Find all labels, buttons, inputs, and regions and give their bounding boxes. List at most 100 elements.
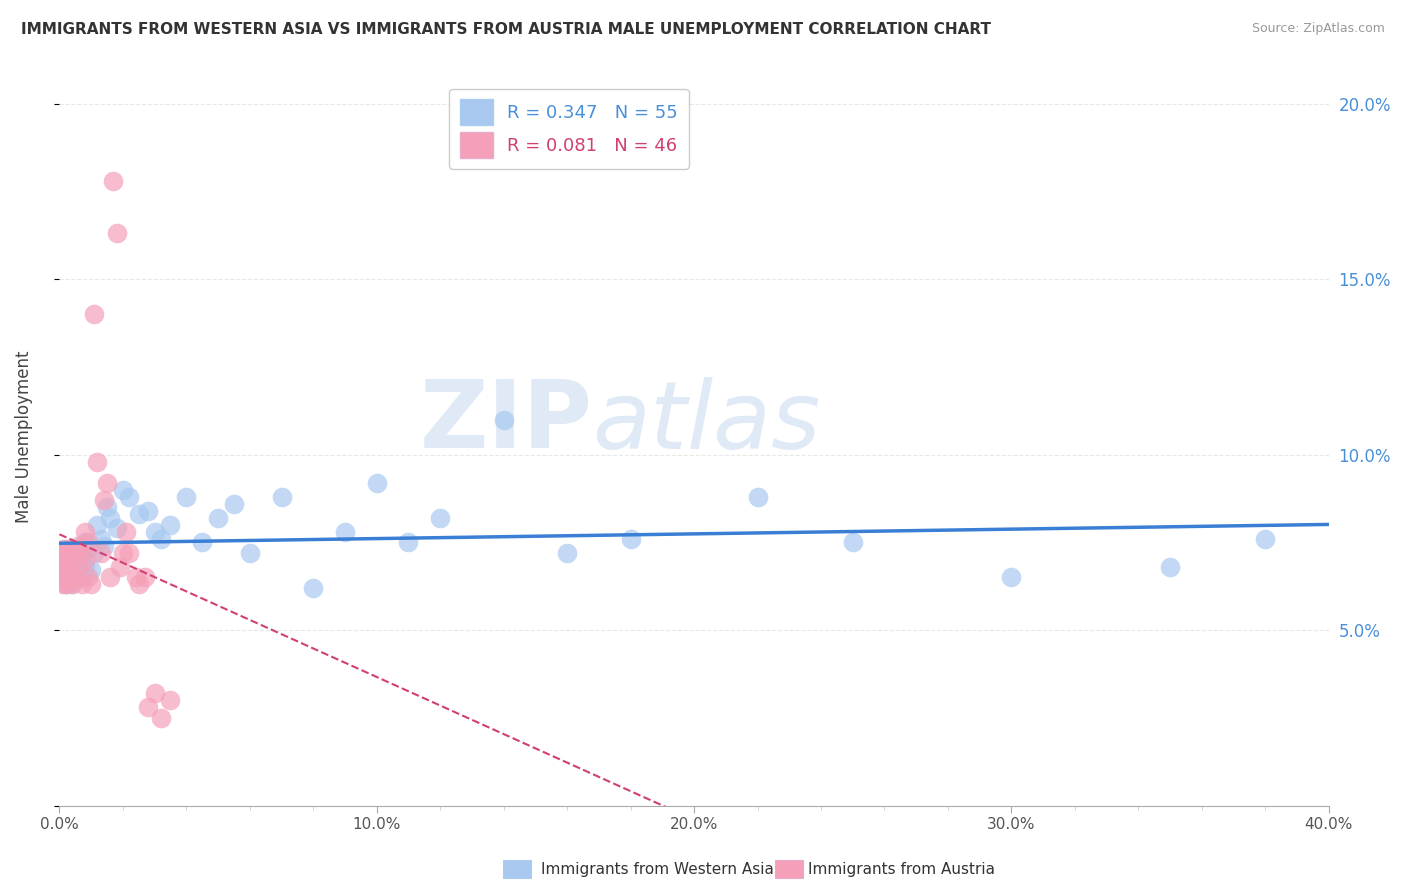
Point	[77, 570, 100, 584]
Point	[60, 553, 83, 567]
Point	[1254, 532, 1277, 546]
Point	[1000, 570, 1022, 584]
Point	[55, 577, 77, 591]
Point	[143, 524, 166, 539]
Point	[49, 570, 72, 584]
Text: atlas: atlas	[592, 376, 821, 467]
Point	[98, 570, 121, 584]
Point	[222, 497, 245, 511]
Point	[55, 577, 77, 591]
Point	[55, 546, 77, 560]
Point	[270, 490, 292, 504]
Point	[53, 560, 76, 574]
Point	[842, 535, 865, 549]
Point	[90, 546, 112, 560]
Point	[96, 500, 118, 515]
Point	[70, 570, 93, 584]
Point	[58, 560, 80, 574]
Point	[176, 490, 198, 504]
Point	[83, 546, 105, 560]
Point	[67, 560, 90, 574]
Point	[60, 546, 83, 560]
Point	[90, 532, 112, 546]
Point	[77, 542, 100, 557]
Point	[111, 546, 134, 560]
Point	[118, 546, 141, 560]
Point	[103, 174, 125, 188]
Point	[51, 546, 73, 560]
Point	[51, 577, 73, 591]
Point	[65, 570, 87, 584]
Point	[51, 542, 73, 557]
Point	[55, 542, 77, 557]
Point	[49, 560, 72, 574]
Point	[302, 581, 325, 595]
Point	[83, 307, 105, 321]
Point	[73, 535, 96, 549]
Point	[1159, 560, 1181, 574]
Point	[239, 546, 262, 560]
Point	[65, 549, 87, 564]
Point	[366, 475, 388, 490]
Point	[492, 412, 515, 426]
Point	[70, 546, 93, 560]
Point	[80, 563, 103, 577]
Point	[80, 577, 103, 591]
Point	[105, 227, 128, 241]
Point	[77, 535, 100, 549]
Point	[86, 517, 108, 532]
Point	[58, 570, 80, 584]
Point	[73, 553, 96, 567]
Point	[105, 521, 128, 535]
Point	[65, 570, 87, 584]
Text: IMMIGRANTS FROM WESTERN ASIA VS IMMIGRANTS FROM AUSTRIA MALE UNEMPLOYMENT CORREL: IMMIGRANTS FROM WESTERN ASIA VS IMMIGRAN…	[21, 22, 991, 37]
Point	[124, 570, 146, 584]
Text: ZIP: ZIP	[419, 376, 592, 468]
Point	[398, 535, 420, 549]
Point	[136, 504, 159, 518]
Y-axis label: Male Unemployment: Male Unemployment	[15, 351, 32, 524]
Point	[98, 510, 121, 524]
Point	[747, 490, 769, 504]
Point	[55, 553, 77, 567]
Point	[60, 577, 83, 591]
Point	[67, 553, 90, 567]
Point	[49, 570, 72, 584]
Point	[159, 693, 181, 707]
Point	[555, 546, 578, 560]
Point	[65, 560, 87, 574]
Point	[58, 570, 80, 584]
Point	[51, 553, 73, 567]
Point	[149, 711, 172, 725]
Text: Immigrants from Austria: Immigrants from Austria	[808, 863, 995, 877]
Point	[118, 490, 141, 504]
Point	[67, 539, 90, 553]
Point	[70, 546, 93, 560]
Point	[58, 542, 80, 557]
Point	[65, 542, 87, 557]
Point	[58, 560, 80, 574]
Point	[333, 524, 356, 539]
Point	[96, 475, 118, 490]
Text: Source: ZipAtlas.com: Source: ZipAtlas.com	[1251, 22, 1385, 36]
Point	[51, 560, 73, 574]
Point	[86, 455, 108, 469]
Point	[136, 700, 159, 714]
Point	[149, 532, 172, 546]
Point	[134, 570, 156, 584]
Point	[111, 483, 134, 497]
Point	[128, 508, 150, 522]
Text: Immigrants from Western Asia: Immigrants from Western Asia	[541, 863, 775, 877]
Point	[55, 553, 77, 567]
Point	[191, 535, 214, 549]
Point	[70, 577, 93, 591]
Point	[620, 532, 643, 546]
Point	[143, 686, 166, 700]
Point	[429, 510, 451, 524]
Legend: R = 0.347   N = 55, R = 0.081   N = 46: R = 0.347 N = 55, R = 0.081 N = 46	[450, 88, 689, 169]
Point	[60, 577, 83, 591]
Point	[128, 577, 150, 591]
Point	[51, 546, 73, 560]
Point	[67, 542, 90, 557]
Point	[73, 524, 96, 539]
